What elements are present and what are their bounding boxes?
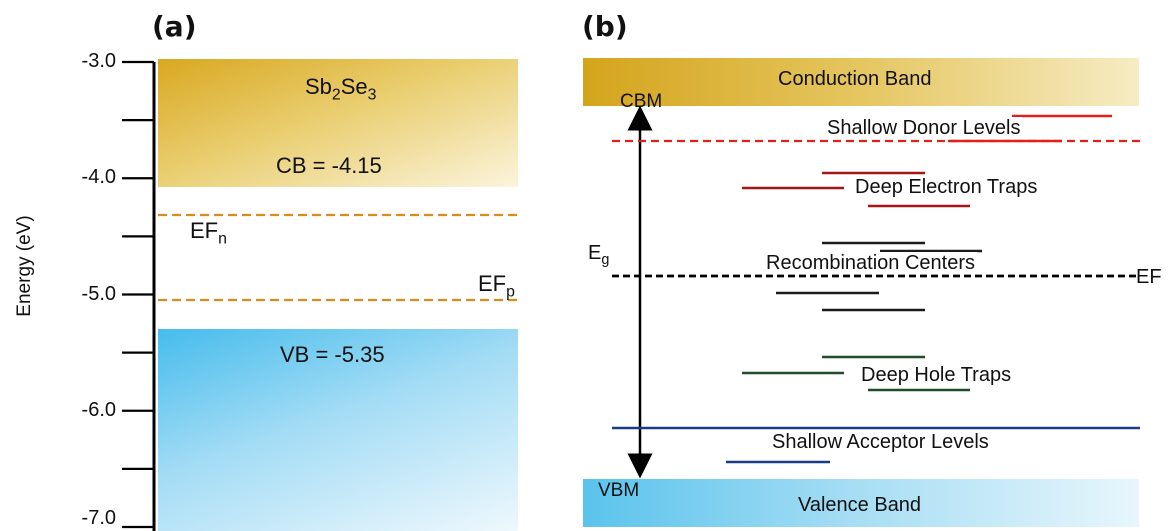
shallow-acceptor-label: Shallow Acceptor Levels bbox=[772, 431, 989, 453]
y-tick-label: -6.0 bbox=[81, 398, 116, 421]
valence-band-label: Valence Band bbox=[798, 494, 922, 516]
y-tick-label: -4.0 bbox=[81, 166, 116, 189]
y-tick-label: -5.0 bbox=[81, 282, 116, 305]
vb-value-label: VB = -5.35 bbox=[280, 342, 385, 367]
recombination-label: Recombination Centers bbox=[764, 252, 977, 274]
panel-a-axis bbox=[122, 60, 519, 531]
deep-electron-label: Deep Electron Traps bbox=[853, 176, 1040, 198]
panel-b-levels bbox=[612, 105, 1140, 479]
conduction-band-label: Conduction Band bbox=[778, 68, 932, 90]
valence-band-b bbox=[583, 479, 1139, 527]
ef-n-label: EFn bbox=[190, 218, 227, 248]
eg-label: Eg bbox=[588, 242, 610, 269]
vbm-label: VBM bbox=[598, 480, 640, 501]
conduction-band-b bbox=[583, 58, 1139, 106]
conduction-band-a bbox=[158, 59, 518, 187]
fermi-level-label: EF bbox=[1136, 266, 1162, 288]
y-tick-label: -3.0 bbox=[81, 50, 116, 72]
shallow-donor-label: Shallow Donor Levels bbox=[825, 117, 1023, 139]
deep-hole-label: Deep Hole Traps bbox=[859, 364, 1014, 386]
ef-p-label: EFp bbox=[478, 271, 515, 301]
valence-band-a bbox=[158, 329, 518, 531]
y-tick-label: -7.0 bbox=[81, 507, 116, 529]
panel-b-label: (b) bbox=[582, 10, 628, 43]
material-label: Sb2Se3 bbox=[305, 74, 377, 104]
cb-value-label: CB = -4.15 bbox=[276, 153, 382, 178]
panel-a-label: (a) bbox=[152, 10, 197, 43]
